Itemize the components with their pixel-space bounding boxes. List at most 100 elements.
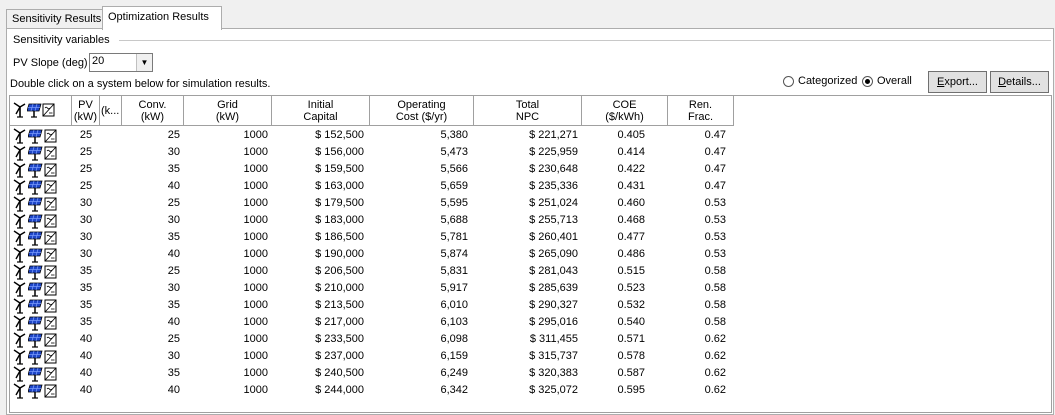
cell-operating-cost: 5,595 — [440, 197, 468, 209]
pv-panel-icon — [28, 350, 43, 365]
pv-panel-icon — [28, 316, 43, 331]
cell-initial-capital: $ 190,000 — [315, 248, 364, 260]
cell-ren-frac: 0.62 — [704, 367, 726, 379]
cell-conv: 40 — [167, 384, 180, 396]
table-row[interactable]: 35 35 1000 $ 213,500 6,010 $ 290,327 0.532 0.58 — [10, 297, 1051, 314]
cell-ren-frac: 0.62 — [704, 384, 726, 396]
cell-grid: 1000 — [243, 265, 268, 277]
system-icons — [13, 366, 57, 382]
group-divider — [119, 40, 1051, 41]
system-icons — [13, 145, 57, 161]
cell-coe: 0.540 — [617, 316, 645, 328]
column-header-initial-capital[interactable]: Initial Capital — [272, 96, 370, 126]
table-row[interactable]: 30 40 1000 $ 190,000 5,874 $ 265,090 0.486 0.53 — [10, 246, 1051, 263]
table-row[interactable]: 25 25 1000 $ 152,500 5,380 $ 221,271 0.405 0.47 — [10, 127, 1051, 144]
table-row[interactable]: 35 25 1000 $ 206,500 5,831 $ 281,043 0.515 0.58 — [10, 263, 1051, 280]
cell-pv: 25 — [79, 146, 93, 158]
wind-turbine-icon — [13, 298, 26, 314]
system-icons — [13, 196, 57, 212]
cell-initial-capital: $ 163,000 — [315, 180, 364, 192]
table-row[interactable]: 25 40 1000 $ 163,000 5,659 $ 235,336 0.431 0.47 — [10, 178, 1051, 195]
column-header-conv[interactable]: Conv. (kW) — [122, 96, 184, 126]
cell-ren-frac: 0.47 — [704, 129, 726, 141]
column-header-line2: Capital — [303, 111, 338, 123]
cell-coe: 0.515 — [617, 265, 645, 277]
optimization-results-table[interactable]: PV (kW) (k... Conv. (kW) Grid (kW) Initial Capit… — [9, 95, 1052, 413]
column-header-operating-cost[interactable]: Operating Cost ($/yr) — [370, 96, 474, 126]
cell-operating-cost: 6,098 — [440, 333, 468, 345]
table-row[interactable]: 30 35 1000 $ 186,500 5,781 $ 260,401 0.477 0.53 — [10, 229, 1051, 246]
cell-pv: 30 — [79, 214, 93, 226]
wind-turbine-icon — [13, 264, 26, 280]
column-header-k[interactable]: (k... — [100, 96, 122, 126]
cell-pv: 25 — [79, 180, 93, 192]
table-row[interactable]: 30 30 1000 $ 183,000 5,688 $ 255,713 0.468 0.53 — [10, 212, 1051, 229]
tab-optimization-results[interactable]: Optimization Results — [102, 6, 222, 30]
cell-ren-frac: 0.58 — [704, 316, 726, 328]
radio-selected-icon — [862, 75, 873, 87]
table-row[interactable]: 25 35 1000 $ 159,500 5,566 $ 230,648 0.422 0.47 — [10, 161, 1051, 178]
wind-turbine-icon — [13, 179, 26, 195]
cell-ren-frac: 0.58 — [704, 265, 726, 277]
double-click-hint: Double click on a system below for simul… — [10, 78, 271, 90]
column-header-line2: (kW) — [215, 111, 240, 123]
details-button[interactable]: Details... — [990, 71, 1049, 93]
column-header-icons[interactable] — [10, 96, 72, 126]
converter-icon — [44, 333, 57, 347]
cell-initial-capital: $ 206,500 — [315, 265, 364, 277]
column-header-total-npc[interactable]: Total NPC — [474, 96, 582, 126]
cell-conv: 35 — [167, 299, 180, 311]
system-icons — [13, 230, 57, 246]
table-row[interactable]: 35 30 1000 $ 210,000 5,917 $ 285,639 0.523 0.58 — [10, 280, 1051, 297]
wind-turbine-icon — [13, 315, 26, 331]
cell-grid: 1000 — [243, 384, 268, 396]
cell-grid: 1000 — [243, 333, 268, 345]
cell-pv: 40 — [79, 367, 93, 379]
cell-operating-cost: 5,566 — [440, 163, 468, 175]
cell-operating-cost: 5,831 — [440, 265, 468, 277]
cell-initial-capital: $ 179,500 — [315, 197, 364, 209]
table-row[interactable]: 35 40 1000 $ 217,000 6,103 $ 295,016 0.540 0.58 — [10, 314, 1051, 331]
table-row[interactable]: 40 40 1000 $ 244,000 6,342 $ 325,072 0.595 0.62 — [10, 382, 1051, 399]
system-icons — [13, 298, 57, 314]
column-header-line1: Initial — [307, 99, 334, 111]
tab-sensitivity-results[interactable]: Sensitivity Results — [6, 9, 110, 29]
cell-initial-capital: $ 244,000 — [315, 384, 364, 396]
column-header-grid[interactable]: Grid (kW) — [184, 96, 272, 126]
cell-total-npc: $ 221,271 — [529, 129, 578, 141]
cell-conv: 35 — [167, 367, 180, 379]
column-header-ren-frac[interactable]: Ren. Frac. — [668, 96, 734, 126]
cell-grid: 1000 — [243, 180, 268, 192]
categorized-radio[interactable]: Categorized — [783, 75, 857, 87]
table-row[interactable]: 25 30 1000 $ 156,000 5,473 $ 225,959 0.414 0.47 — [10, 144, 1051, 161]
column-header-coe[interactable]: COE ($/kWh) — [582, 96, 668, 126]
table-row[interactable]: 30 25 1000 $ 179,500 5,595 $ 251,024 0.460 0.53 — [10, 195, 1051, 212]
cell-grid: 1000 — [243, 129, 268, 141]
pv-slope-select[interactable]: 20 ▼ — [89, 53, 153, 72]
table-row[interactable]: 40 30 1000 $ 237,000 6,159 $ 315,737 0.578 0.62 — [10, 348, 1051, 365]
cell-pv: 35 — [79, 282, 93, 294]
system-icons — [13, 162, 57, 178]
cell-initial-capital: $ 156,000 — [315, 146, 364, 158]
table-row[interactable]: 40 25 1000 $ 233,500 6,098 $ 311,455 0.571 0.62 — [10, 331, 1051, 348]
cell-coe: 0.405 — [617, 129, 645, 141]
pv-panel-icon — [28, 163, 43, 178]
cell-conv: 40 — [167, 180, 180, 192]
table-row[interactable]: 40 35 1000 $ 240,500 6,249 $ 320,383 0.587 0.62 — [10, 365, 1051, 382]
cell-pv: 35 — [79, 316, 93, 328]
column-header-pv[interactable]: PV (kW) — [72, 96, 100, 126]
cell-total-npc: $ 235,336 — [529, 180, 578, 192]
cell-total-npc: $ 260,401 — [529, 231, 578, 243]
cell-initial-capital: $ 186,500 — [315, 231, 364, 243]
overall-radio[interactable]: Overall — [862, 75, 912, 87]
export-button[interactable]: Export... — [928, 71, 987, 93]
pv-panel-icon — [28, 180, 43, 195]
cell-grid: 1000 — [243, 248, 268, 260]
cell-ren-frac: 0.62 — [704, 350, 726, 362]
categorized-label: Categorized — [798, 75, 858, 87]
wind-turbine-icon — [13, 162, 26, 178]
pv-panel-icon — [28, 282, 43, 297]
cell-conv: 35 — [167, 163, 180, 175]
chevron-down-icon[interactable]: ▼ — [136, 54, 152, 71]
cell-pv: 30 — [79, 248, 93, 260]
